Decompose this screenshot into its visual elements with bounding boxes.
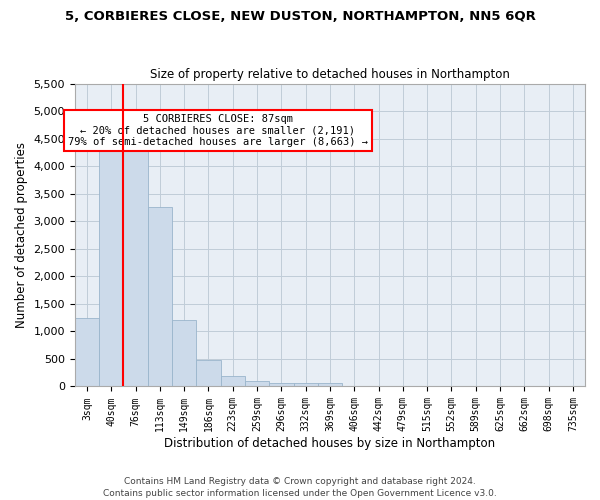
Text: 5, CORBIERES CLOSE, NEW DUSTON, NORTHAMPTON, NN5 6QR: 5, CORBIERES CLOSE, NEW DUSTON, NORTHAMP…	[65, 10, 535, 23]
X-axis label: Distribution of detached houses by size in Northampton: Distribution of detached houses by size …	[164, 437, 496, 450]
Bar	[293, 383, 318, 386]
Bar	[221, 376, 245, 386]
Y-axis label: Number of detached properties: Number of detached properties	[15, 142, 28, 328]
Bar	[245, 381, 269, 386]
Bar	[196, 360, 221, 386]
Bar	[148, 208, 172, 386]
Bar	[124, 152, 148, 386]
Bar	[269, 382, 293, 386]
Title: Size of property relative to detached houses in Northampton: Size of property relative to detached ho…	[150, 68, 510, 81]
Bar	[99, 150, 124, 386]
Bar	[318, 384, 342, 386]
Text: Contains HM Land Registry data © Crown copyright and database right 2024.
Contai: Contains HM Land Registry data © Crown c…	[103, 476, 497, 498]
Bar	[172, 320, 196, 386]
Bar	[75, 318, 99, 386]
Text: 5 CORBIERES CLOSE: 87sqm
← 20% of detached houses are smaller (2,191)
79% of sem: 5 CORBIERES CLOSE: 87sqm ← 20% of detach…	[68, 114, 368, 147]
